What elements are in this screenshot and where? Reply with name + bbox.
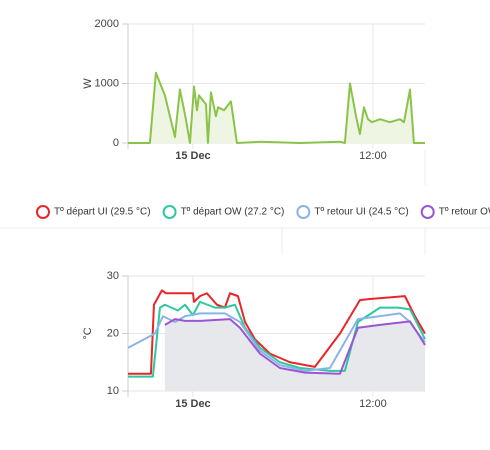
legend-swatch (420, 205, 435, 219)
y-tick-label: 20 (107, 327, 119, 339)
x-tick-label: 15 Dec (175, 398, 210, 410)
legend-label: Tº retour UI (24.5 °C) (314, 207, 408, 218)
x-tick-label: 12:00 (359, 398, 387, 410)
legend-swatch (296, 205, 311, 219)
legend-label: Tº départ UI (29.5 °C) (54, 207, 151, 218)
legend-label: Tº retour OW (22.6 °C) (439, 207, 490, 218)
series-line (128, 289, 426, 375)
x-tick-label: 12:00 (359, 150, 387, 162)
y-tick-label: 30 (107, 270, 119, 282)
x-tick-label: 15 Dec (175, 150, 210, 162)
y-tick-label: 0 (113, 137, 119, 149)
y-tick-label: 2000 (95, 18, 119, 30)
series-line (164, 318, 426, 375)
series-line (127, 312, 426, 372)
area-fill (164, 319, 425, 391)
y-tick-label: 1000 (95, 77, 119, 89)
legend-swatch (36, 205, 50, 219)
legend-label: Tº départ OW (27.2 °C) (181, 207, 285, 218)
y-axis-title: W (82, 78, 94, 89)
y-tick-label: 10 (107, 385, 119, 397)
y-axis-title: °C (82, 327, 94, 339)
series-line (128, 71, 425, 144)
legend-swatch (162, 205, 177, 219)
